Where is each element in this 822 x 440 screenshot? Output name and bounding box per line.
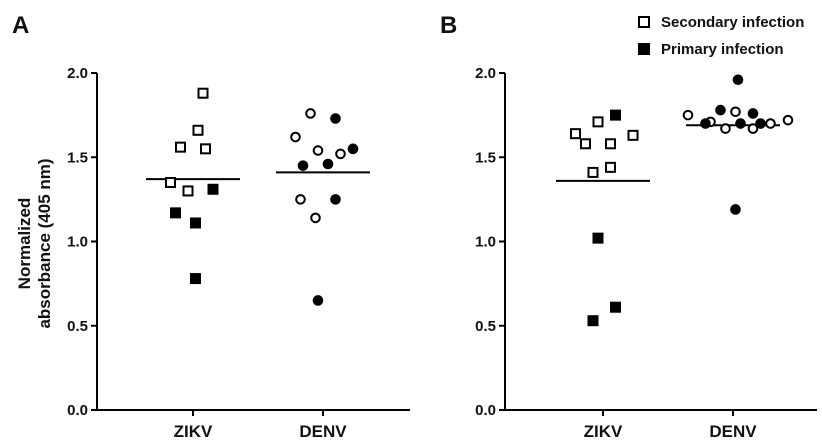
data-point-denv-secondary xyxy=(295,194,306,205)
data-point-denv-secondary xyxy=(310,212,321,224)
data-point-denv-secondary xyxy=(765,118,776,129)
y-tick-label: 0.0 xyxy=(475,402,496,419)
data-point-zikv-secondary xyxy=(200,143,211,155)
data-point-denv-primary xyxy=(732,74,744,86)
panel-b: B 0.0 0.5 1.0 1.5 2.0 ZIKV DENV xyxy=(440,12,817,440)
data-point-zikv-secondary xyxy=(592,116,604,128)
data-point-denv-primary xyxy=(297,160,309,171)
x-category-label-denv: DENV xyxy=(709,422,757,440)
y-tick-label: 1.0 xyxy=(475,234,496,251)
data-point-zikv-primary xyxy=(190,217,201,229)
data-point-zikv-secondary xyxy=(165,177,176,189)
data-point-zikv-secondary xyxy=(197,87,209,99)
data-point-zikv-secondary xyxy=(175,141,186,153)
legend-label-secondary: Secondary infection xyxy=(661,14,804,31)
panel-label-b: B xyxy=(440,12,457,39)
x-category-label-zikv: ZIKV xyxy=(174,422,213,440)
data-point-denv-secondary xyxy=(305,108,316,119)
data-point-denv-primary xyxy=(715,104,726,116)
y-axis-title-line-2: absorbance (405 nm) xyxy=(35,158,54,328)
data-point-denv-primary xyxy=(747,108,759,119)
y-tick-label: 1.5 xyxy=(475,149,496,166)
data-point-denv-secondary xyxy=(290,131,301,143)
data-point-zikv-primary xyxy=(610,109,621,121)
data-point-denv-secondary xyxy=(782,114,794,126)
data-point-zikv-secondary xyxy=(605,161,616,173)
data-point-denv-primary xyxy=(330,113,341,124)
data-point-denv-primary xyxy=(330,194,341,205)
data-point-zikv-secondary xyxy=(587,166,599,178)
data-point-zikv-primary xyxy=(190,273,201,285)
data-point-zikv-secondary xyxy=(192,124,204,136)
legend-marker-secondary xyxy=(638,16,650,28)
panel-label-a: A xyxy=(12,12,29,39)
y-tick-label: 2.0 xyxy=(475,65,496,82)
data-point-zikv-secondary xyxy=(605,138,616,150)
y-axis-title: Normalized absorbance (405 nm) xyxy=(15,158,54,328)
y-tick-label: 1.5 xyxy=(67,149,88,166)
data-point-denv-primary xyxy=(735,118,746,129)
data-point-denv-primary xyxy=(700,118,711,129)
data-point-zikv-secondary xyxy=(570,128,581,140)
data-point-zikv-secondary xyxy=(627,129,639,141)
data-point-zikv-primary xyxy=(592,232,604,244)
data-point-zikv-primary xyxy=(207,183,219,195)
data-point-zikv-primary xyxy=(587,315,599,327)
y-axis-title-line-1: Normalized xyxy=(15,198,34,290)
legend-marker-primary xyxy=(638,43,650,55)
data-point-denv-primary xyxy=(755,118,766,129)
data-point-denv-secondary xyxy=(312,145,324,156)
panel-a: A 0.0 0.5 1.0 1.5 2.0 ZIKV DENV xyxy=(12,12,410,440)
x-category-label-denv: DENV xyxy=(299,422,347,440)
data-point-zikv-primary xyxy=(170,207,181,219)
legend: Secondary infection Primary infection xyxy=(638,14,804,58)
data-point-denv-secondary xyxy=(720,123,731,134)
data-point-zikv-secondary xyxy=(580,138,591,150)
y-tick-label: 0.0 xyxy=(67,402,88,419)
y-tick-label: 1.0 xyxy=(67,234,88,251)
y-tick-label: 2.0 xyxy=(67,65,88,82)
data-point-denv-primary xyxy=(347,143,359,155)
data-point-denv-secondary xyxy=(682,109,694,121)
data-point-denv-secondary xyxy=(335,148,346,160)
y-tick-label: 0.5 xyxy=(475,318,496,335)
data-point-denv-secondary xyxy=(730,106,741,118)
data-point-zikv-primary xyxy=(610,301,621,313)
y-tick-label: 0.5 xyxy=(67,318,88,335)
data-point-denv-primary xyxy=(322,158,334,170)
legend-label-primary: Primary infection xyxy=(661,41,784,58)
data-point-denv-primary xyxy=(312,295,324,306)
data-point-denv-primary xyxy=(730,204,741,215)
data-point-zikv-secondary xyxy=(182,185,194,197)
x-category-label-zikv: ZIKV xyxy=(584,422,623,440)
data-point-denv-secondary xyxy=(747,123,759,134)
